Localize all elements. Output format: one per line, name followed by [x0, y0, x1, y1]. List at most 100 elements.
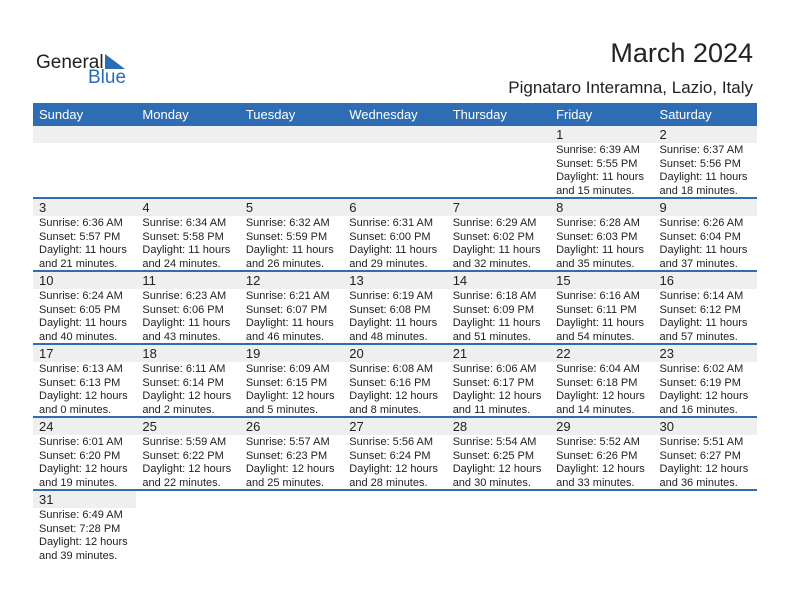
- sunrise-text: Sunrise: 6:26 AM: [659, 217, 744, 229]
- day-cell: 7 Sunrise: 6:29 AM Sunset: 6:02 PM Daylight…: [446, 199, 551, 270]
- week-row: 17 Sunrise: 6:13 AM Sunset: 6:13 PM Dayligh…: [33, 345, 757, 418]
- daylight-text: Daylight: 11 hours: [452, 317, 541, 329]
- logo-triangle-icon: [105, 54, 125, 69]
- day-number: 23: [653, 345, 757, 362]
- day-number: 8: [550, 199, 654, 216]
- sunset-text: Sunset: 7:28 PM: [39, 522, 121, 535]
- day-number: 19: [239, 345, 344, 362]
- daylight-text: and 15 minutes.: [556, 184, 635, 197]
- sunset-text: Sunset: 6:17 PM: [452, 376, 535, 389]
- daylight-text: and 57 minutes.: [659, 330, 738, 343]
- day-number: [654, 491, 757, 508]
- sunrise-text: Sunrise: 6:19 AM: [349, 290, 434, 302]
- daylight-text: and 18 minutes.: [659, 184, 738, 197]
- sunrise-text: Sunrise: 6:02 AM: [659, 363, 744, 375]
- sunset-text: Sunset: 6:27 PM: [659, 449, 741, 462]
- sunset-text: Sunset: 6:05 PM: [39, 303, 121, 316]
- sunset-text: Sunset: 6:11 PM: [556, 303, 637, 316]
- daylight-text: and 26 minutes.: [245, 257, 325, 270]
- day-number: [136, 491, 239, 508]
- day-number: [343, 491, 446, 508]
- sunrise-text: Sunrise: 6:01 AM: [39, 436, 123, 448]
- sunrise-text: Sunrise: 6:49 AM: [39, 509, 123, 521]
- sunrise-text: Sunrise: 5:54 AM: [452, 436, 537, 448]
- daylight-text: Daylight: 12 hours: [452, 463, 542, 475]
- day-number: 4: [136, 199, 240, 216]
- empty-cell: [240, 491, 343, 562]
- daylight-text: and 22 minutes.: [142, 476, 221, 489]
- day-number: 29: [550, 418, 654, 435]
- sunset-text: Sunset: 5:59 PM: [245, 230, 328, 243]
- week-row: 24 Sunrise: 6:01 AM Sunset: 6:20 PM Dayligh…: [33, 418, 757, 491]
- daylight-text: Daylight: 12 hours: [556, 463, 645, 475]
- day-cell: 23 Sunrise: 6:02 AM Sunset: 6:19 PM Dayligh…: [653, 345, 757, 416]
- daylight-text: Daylight: 11 hours: [556, 171, 644, 183]
- daylight-text: Daylight: 11 hours: [245, 244, 334, 256]
- logo-general: General: [36, 52, 104, 73]
- sunset-text: Sunset: 6:07 PM: [245, 303, 328, 316]
- sunrise-text: Sunrise: 5:56 AM: [349, 436, 434, 448]
- empty-cell: [447, 491, 550, 562]
- daylight-text: Daylight: 11 hours: [142, 244, 231, 256]
- day-cell: 30 Sunrise: 5:51 AM Sunset: 6:27 PM Dayligh…: [653, 418, 757, 489]
- day-cell: 10 Sunrise: 6:24 AM Sunset: 6:05 PM Dayligh…: [33, 272, 137, 343]
- daylight-text: and 24 minutes.: [142, 257, 221, 270]
- day-number: [447, 491, 550, 508]
- daylight-text: and 30 minutes.: [452, 476, 531, 489]
- sunset-text: Sunset: 6:06 PM: [142, 303, 224, 316]
- empty-cell: [33, 126, 137, 197]
- week-row: 10 Sunrise: 6:24 AM Sunset: 6:05 PM Dayligh…: [33, 272, 757, 345]
- day-cell: 25 Sunrise: 5:59 AM Sunset: 6:22 PM Dayligh…: [136, 418, 240, 489]
- daylight-text: and 36 minutes.: [659, 476, 738, 489]
- day-number: [343, 126, 447, 143]
- sunrise-text: Sunrise: 5:57 AM: [245, 436, 330, 448]
- daylight-text: Daylight: 12 hours: [245, 463, 335, 475]
- day-cell: 29 Sunrise: 5:52 AM Sunset: 6:26 PM Dayligh…: [550, 418, 654, 489]
- day-number: 14: [446, 272, 551, 289]
- sunrise-text: Sunrise: 6:34 AM: [142, 217, 227, 229]
- sunset-text: Sunset: 6:18 PM: [556, 376, 638, 389]
- day-number: 6: [343, 199, 447, 216]
- day-number: [240, 491, 343, 508]
- sunrise-text: Sunrise: 5:52 AM: [556, 436, 640, 448]
- daylight-text: and 54 minutes.: [556, 330, 635, 343]
- sunrise-text: Sunrise: 6:37 AM: [659, 144, 744, 156]
- sunrise-text: Sunrise: 6:09 AM: [245, 363, 330, 375]
- day-number: 1: [550, 126, 654, 143]
- day-number: 25: [136, 418, 240, 435]
- day-number: 12: [239, 272, 344, 289]
- day-number: [33, 126, 137, 143]
- empty-cell: [239, 126, 344, 197]
- week-row: 31 Sunrise: 6:49 AM Sunset: 7:28 PM Dayligh…: [33, 491, 757, 562]
- daylight-text: Daylight: 12 hours: [556, 390, 645, 402]
- sunrise-text: Sunrise: 6:31 AM: [349, 217, 434, 229]
- week-row: 3 Sunrise: 6:36 AM Sunset: 5:57 PM Daylight…: [33, 199, 757, 272]
- sunrise-text: Sunrise: 6:21 AM: [245, 290, 330, 302]
- sunset-text: Sunset: 6:13 PM: [39, 376, 121, 389]
- weekday-wednesday: Wednesday: [349, 107, 418, 122]
- daylight-text: Daylight: 11 hours: [659, 244, 748, 256]
- day-number: 27: [343, 418, 447, 435]
- day-cell: 14 Sunrise: 6:18 AM Sunset: 6:09 PM Dayligh…: [446, 272, 551, 343]
- empty-cell: [136, 126, 240, 197]
- daylight-text: and 21 minutes.: [39, 257, 118, 270]
- daylight-text: Daylight: 12 hours: [349, 390, 438, 402]
- daylight-text: and 28 minutes.: [349, 476, 428, 489]
- sunrise-text: Sunrise: 6:16 AM: [556, 290, 640, 302]
- daylight-text: and 8 minutes.: [349, 403, 422, 416]
- sunrise-text: Sunrise: 6:36 AM: [39, 217, 123, 229]
- weekday-tuesday: Tuesday: [245, 107, 296, 122]
- weekday-sunday: Sunday: [39, 107, 84, 122]
- daylight-text: Daylight: 11 hours: [349, 317, 438, 329]
- sunrise-text: Sunrise: 6:18 AM: [452, 290, 537, 302]
- day-cell: 26 Sunrise: 5:57 AM Sunset: 6:23 PM Dayligh…: [239, 418, 344, 489]
- page-title: March 2024: [610, 38, 753, 68]
- day-cell: 8 Sunrise: 6:28 AM Sunset: 6:03 PM Daylight…: [550, 199, 654, 270]
- day-cell: 18 Sunrise: 6:11 AM Sunset: 6:14 PM Dayligh…: [136, 345, 240, 416]
- sunset-text: Sunset: 6:20 PM: [39, 449, 121, 462]
- day-cell: 11 Sunrise: 6:23 AM Sunset: 6:06 PM Dayligh…: [136, 272, 240, 343]
- daylight-text: Daylight: 12 hours: [39, 463, 128, 475]
- daylight-text: and 2 minutes.: [142, 403, 215, 416]
- daylight-text: Daylight: 11 hours: [142, 317, 231, 329]
- day-number: 11: [136, 272, 240, 289]
